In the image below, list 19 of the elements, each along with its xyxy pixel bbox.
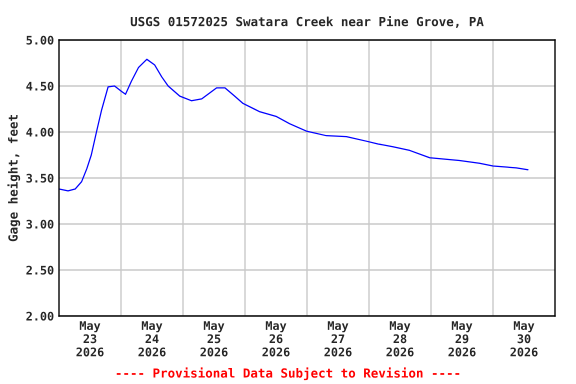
- x-tick-label: May 29 2026: [448, 321, 476, 356]
- y-axis-title: Gage height, feet: [7, 115, 20, 242]
- y-tick-label: 4.50: [26, 82, 54, 91]
- y-tick-label: 2.00: [26, 312, 54, 321]
- y-tick-label: 4.00: [26, 128, 54, 137]
- x-tick-label: May 27 2026: [324, 321, 352, 356]
- text: ---- Provisional Data Subject to Revision ----: [116, 367, 460, 380]
- x-tick-label: May 28 2026: [386, 321, 414, 356]
- y-tick-label: 5.00: [26, 36, 54, 45]
- x-tick-label: May 30 2026: [510, 321, 538, 356]
- chart-title: USGS 01572025 Swatara Creek near Pine Grove, PA: [130, 16, 484, 28]
- x-tick-label: May 23 2026: [76, 321, 104, 356]
- y-tick-label: 2.50: [26, 266, 54, 275]
- y-tick-label: 3.50: [26, 174, 54, 183]
- x-tick-label: May 25 2026: [200, 321, 228, 356]
- x-tick-label: May 26 2026: [262, 321, 290, 356]
- x-tick-label: May 24 2026: [138, 321, 166, 356]
- line-series: [59, 58, 528, 192]
- y-tick-label: 3.00: [26, 220, 54, 229]
